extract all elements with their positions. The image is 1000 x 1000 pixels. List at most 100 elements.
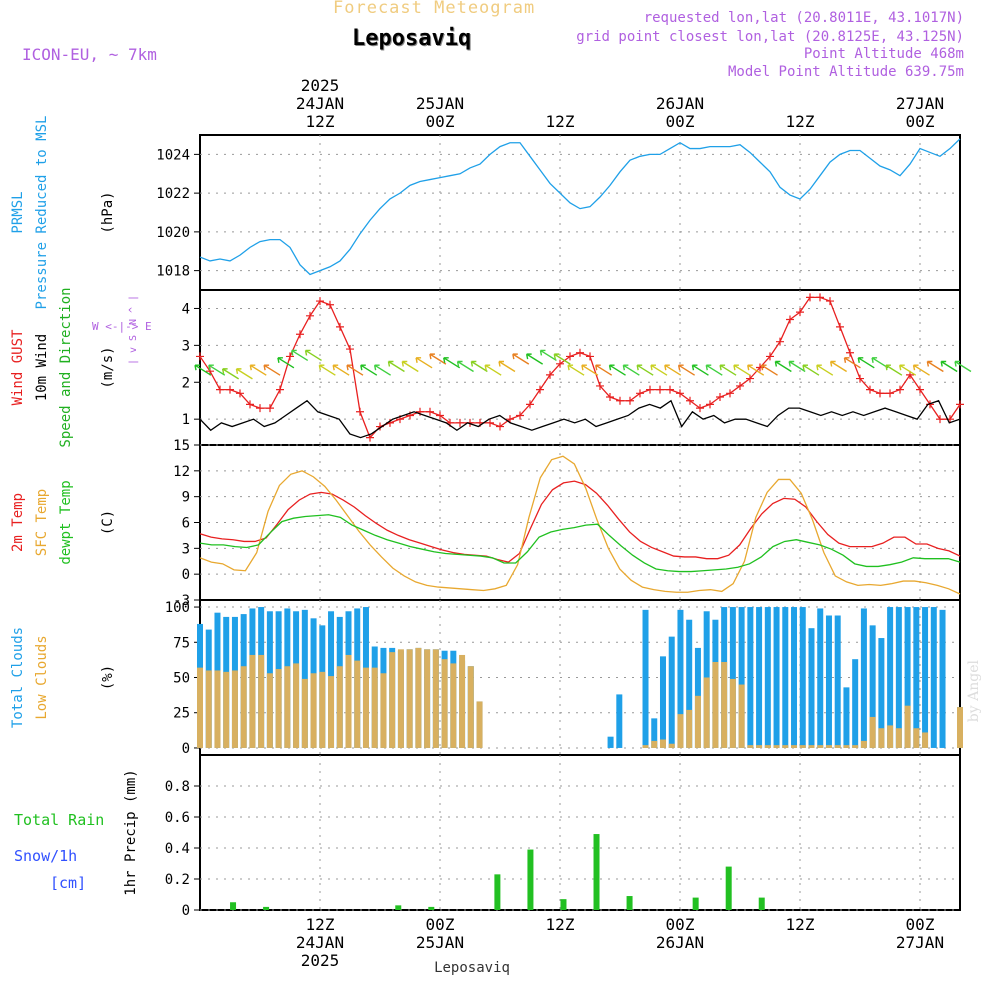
point-altitude: Point Altitude 468m (803, 46, 964, 62)
clouds-bar-1 (729, 678, 736, 748)
model-label: ICON-EU, ~ 7km (22, 45, 157, 64)
wind-arrow (525, 353, 544, 365)
clouds-bar-1 (642, 745, 649, 748)
top-time-label: 12Z (546, 112, 575, 131)
precip-ylabel: 1hr Precip (mm) (123, 769, 139, 895)
bottom-time-label: 24JAN (296, 933, 344, 952)
wind-arrow (332, 364, 350, 376)
clouds-ytick-label: 100 (165, 600, 190, 616)
top-time-label: 24JAN (296, 94, 344, 113)
wind-arrow (387, 360, 405, 373)
precip-bar-0 (593, 834, 600, 910)
clouds-bar-1 (904, 705, 911, 748)
precip-bar-0 (230, 902, 237, 910)
top-time-label: 26JAN (656, 94, 704, 113)
temperature-ytick-label: 12 (173, 464, 190, 480)
gust-marker (706, 400, 714, 409)
gust-marker (486, 418, 494, 427)
wind-arrow (194, 364, 212, 376)
wind-arrow (249, 364, 267, 376)
gust-marker (266, 404, 274, 413)
clouds-bar-0 (764, 607, 771, 748)
clouds-bar-1 (869, 716, 876, 748)
clouds-bar-1 (380, 673, 387, 748)
wind-arrow (829, 360, 848, 373)
gust-marker (846, 348, 854, 357)
pressure-ylabel: (hPa) (100, 191, 116, 233)
clouds-bar-0 (939, 609, 946, 748)
wind-ytick-label: 3 (182, 338, 190, 354)
wind-arrow (318, 364, 336, 376)
pressure-label-1: Pressure Reduced to MSL (34, 116, 50, 310)
clouds-bar-1 (712, 662, 719, 748)
gust-marker (916, 385, 924, 394)
wind-arrow (553, 353, 571, 365)
clouds-bar-0 (878, 638, 885, 748)
clouds-bar-1 (389, 652, 396, 748)
forecast-meteogram-title: Forecast Meteogram (333, 0, 536, 18)
gust-marker (436, 411, 444, 420)
precip-bar-0 (263, 906, 270, 910)
wind-arrow (429, 353, 447, 365)
wind-arrow (484, 364, 502, 376)
gust-marker (866, 385, 874, 394)
clouds-bar-0 (659, 656, 666, 748)
clouds-ytick-label: 0 (182, 741, 190, 757)
pressure-ytick-label: 1020 (156, 225, 190, 241)
clouds-bar-0 (895, 607, 902, 748)
clouds-bar-1 (651, 740, 658, 748)
pressure-ytick-label: 1018 (156, 264, 190, 280)
clouds-bar-1 (738, 684, 745, 748)
clouds-bar-0 (729, 607, 736, 748)
wind-arrow (954, 360, 972, 373)
clouds-bar-1 (799, 745, 806, 748)
clouds-bar-1 (354, 660, 361, 748)
clouds-bar-1 (887, 725, 894, 748)
clouds-bar-1 (721, 662, 728, 748)
wind-compass-we: W <-|-> E (92, 320, 152, 333)
wind-arrow (788, 360, 806, 373)
gust-marker (536, 385, 544, 394)
wind-arrow (304, 349, 322, 362)
clouds-bar-1 (764, 745, 771, 748)
gust-marker (336, 322, 344, 331)
bottom-time-label: 00Z (666, 915, 695, 934)
gust-marker (276, 385, 284, 394)
bottom-time-label: 26JAN (656, 933, 704, 952)
clouds-bar-1 (214, 670, 221, 748)
clouds-bar-1 (825, 745, 832, 748)
gust-marker (526, 400, 534, 409)
wind-arrow (498, 360, 516, 373)
wind-arrow (415, 357, 433, 369)
wind-arrow (843, 357, 861, 369)
precip-bar-0 (758, 897, 765, 910)
gust-marker (346, 345, 354, 354)
location-title: Leposaviq (352, 26, 472, 51)
clouds-bar-1 (957, 707, 963, 748)
clouds-bar-1 (397, 649, 404, 748)
bottom-time-label: 12Z (786, 915, 815, 934)
gust-marker (256, 404, 264, 413)
clouds-bar-1 (467, 666, 474, 748)
clouds-ytick-label: 25 (173, 706, 190, 722)
clouds-bar-0 (799, 607, 806, 748)
clouds-bar-1 (843, 745, 850, 748)
clouds-bar-0 (852, 659, 859, 748)
gust-marker (896, 385, 904, 394)
gust-marker (246, 400, 254, 409)
gust-marker (716, 393, 724, 402)
bottom-time-label: 2025 (301, 951, 340, 970)
clouds-bar-1 (659, 739, 666, 748)
clouds-bar-0 (616, 694, 623, 748)
clouds-bar-1 (415, 647, 422, 748)
clouds-bar-1 (223, 671, 230, 748)
temperature-ytick-label: 15 (173, 438, 190, 454)
precip-ytick-label: 0.2 (165, 872, 190, 888)
clouds-bar-1 (668, 743, 675, 748)
temperature-label-1: SFC Temp (34, 489, 50, 556)
clouds-bar-1 (782, 745, 789, 748)
precip-bar-0 (692, 897, 699, 910)
wind-label-2: Speed and Direction (58, 287, 74, 447)
clouds-bar-1 (677, 714, 684, 748)
